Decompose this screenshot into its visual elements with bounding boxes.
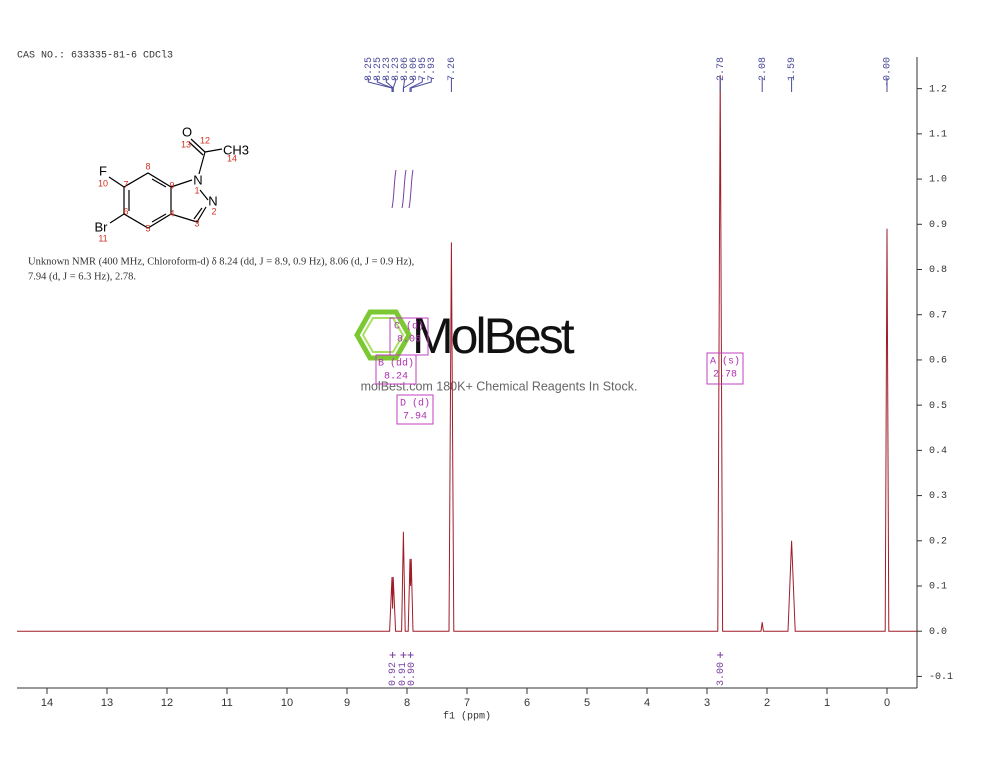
peak-label: 8.25 — [373, 57, 384, 81]
x-tick-label: 12 — [161, 697, 173, 709]
atom-number: 9 — [169, 180, 174, 190]
x-tick-label: 5 — [584, 697, 590, 709]
description: Unknown NMR (400 MHz, Chloroform-d) δ 8.… — [28, 256, 414, 267]
atom-label: N — [208, 193, 217, 208]
y-tick-label: -0.1 — [929, 672, 953, 683]
integral-label: 0.90 — [407, 662, 418, 686]
atom-label: F — [99, 163, 107, 178]
atom-number: 3 — [194, 218, 199, 228]
multiplet-box — [706, 352, 744, 385]
atom-label: O — [182, 124, 192, 139]
atom-number: 12 — [200, 135, 210, 145]
spectrum — [17, 75, 917, 632]
peak-label: 8.23 — [391, 57, 402, 81]
atom-number: 13 — [181, 139, 191, 149]
x-tick-label: 1 — [824, 697, 830, 709]
y-tick-label: 0.1 — [929, 582, 947, 593]
integral-label: 0.91 — [398, 662, 409, 686]
description: 7.94 (d, J = 6.3 Hz), 2.78. — [28, 271, 136, 282]
watermark-logo: MolBest — [412, 308, 575, 364]
y-tick-label: 0.2 — [929, 536, 947, 547]
y-tick-label: 0.3 — [929, 491, 947, 502]
x-tick-label: 13 — [101, 697, 113, 709]
atom-number: 10 — [98, 178, 108, 188]
multiplet-name: B (dd) — [378, 358, 414, 370]
header: CAS NO.: 633335-81-6 CDCl3 — [17, 50, 173, 62]
multiplet-shift: 2.78 — [713, 370, 737, 381]
x-tick-label: 6 — [524, 697, 530, 709]
atom-number: 2 — [211, 206, 216, 216]
peak-label: 7.26 — [447, 57, 458, 81]
x-tick-label: 4 — [644, 697, 650, 709]
atom-number: 14 — [227, 153, 237, 163]
x-tick-label: 3 — [704, 697, 710, 709]
multiplet-box — [396, 394, 434, 425]
watermark-tagline: molBest.com 180K+ Chemical Reagents In S… — [361, 379, 638, 393]
integral-label: 3.00 — [716, 662, 727, 686]
x-tick-label: 9 — [344, 697, 350, 709]
y-tick-label: 1.2 — [929, 84, 947, 95]
peak-label: 8.06 — [400, 57, 411, 81]
atom-number: 4 — [169, 208, 174, 218]
peak-label: -0.00 — [883, 57, 894, 87]
multiplet-shift: 8.06 — [397, 335, 421, 346]
peak-label: 8.23 — [382, 57, 393, 81]
molecule-bonds — [108, 138, 223, 229]
x-axis-label: f1 (ppm) — [443, 711, 491, 723]
y-tick-label: 0.7 — [929, 310, 947, 321]
integral-bracket — [400, 652, 407, 658]
peak-label: 1.59 — [787, 57, 798, 81]
atom-label: Br — [95, 219, 109, 234]
peak-label: 8.06 — [409, 57, 420, 81]
x-tick-label: 0 — [884, 697, 890, 709]
y-tick-label: 0.9 — [929, 220, 947, 231]
y-tick-label: 1.0 — [929, 175, 947, 186]
y-tick-label: 1.1 — [929, 130, 947, 141]
x-tick-label: 8 — [404, 697, 410, 709]
peak-pointer — [376, 78, 393, 92]
integral-bracket — [389, 652, 396, 658]
x-tick-label: 14 — [41, 697, 53, 709]
watermark: MolBest molBest.com 180K+ Chemical Reagen… — [354, 308, 638, 393]
atom-number: 8 — [145, 161, 150, 171]
peak-label: 2.78 — [716, 57, 727, 81]
multiplet-name: A (s) — [710, 356, 740, 368]
peak-label: 2.08 — [758, 57, 769, 81]
y-tick-label: 0.5 — [929, 401, 947, 412]
peak-pointer — [409, 78, 423, 92]
y-tick-label: 0.0 — [929, 627, 947, 638]
x-tick-label: 11 — [221, 697, 232, 709]
atom-number: 7 — [123, 179, 128, 189]
multiplet-shift: 7.94 — [403, 412, 427, 423]
x-tick-label: 10 — [281, 697, 293, 709]
integral-label: 0.92 — [388, 662, 399, 686]
integral-curves — [391, 169, 414, 209]
y-tick-label: 0.6 — [929, 356, 947, 367]
peak-label: 7.93 — [427, 57, 438, 81]
y-tick-label: 0.4 — [929, 446, 947, 457]
multiplet-shift: 8.24 — [384, 372, 408, 383]
atom-number: 6 — [123, 206, 128, 216]
peak-pointer — [392, 78, 396, 92]
peak-label: 8.25 — [364, 57, 375, 81]
atom-number: 5 — [145, 223, 150, 233]
x-tick-label: 2 — [764, 697, 770, 709]
multiplet-name: D (d) — [400, 398, 430, 410]
atom-number: 11 — [98, 233, 107, 243]
x-tick-label: 7 — [464, 697, 470, 709]
peak-label: 7.95 — [418, 57, 429, 81]
atom-label: N — [193, 172, 202, 187]
atom-label: CH3 — [223, 142, 249, 157]
peak-pointer — [410, 78, 432, 92]
atom-number: 1 — [194, 185, 199, 195]
multiplet-box — [375, 354, 417, 385]
multiplet-name: C (d) — [394, 321, 424, 333]
integral-bracket — [407, 652, 414, 658]
y-tick-label: 0.8 — [929, 265, 947, 276]
integral-bracket — [717, 652, 724, 658]
peak-pointer — [402, 78, 414, 92]
